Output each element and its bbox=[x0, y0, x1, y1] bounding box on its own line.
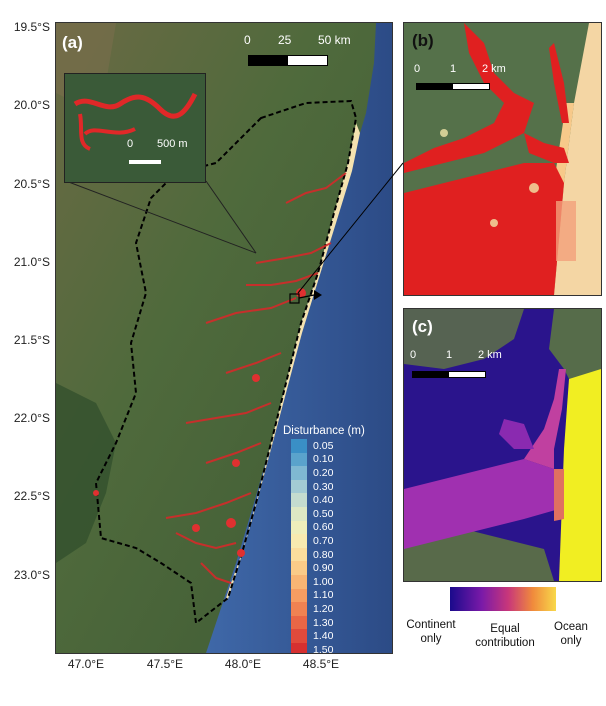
inset-scale-bar bbox=[129, 160, 161, 164]
legend-entry: 0.90 bbox=[291, 561, 365, 575]
legend-swatch bbox=[291, 547, 307, 562]
lat-label-6: 22.0°S bbox=[13, 411, 50, 425]
legend-value: 0.40 bbox=[313, 494, 334, 507]
lat-label-1: 19.5°S bbox=[13, 20, 50, 34]
panel-a-map bbox=[56, 23, 392, 653]
panel-c-frame: (c) 0 1 2 km bbox=[403, 308, 602, 582]
lat-label-4: 21.0°S bbox=[13, 255, 50, 269]
scale-a-tick-1: 25 bbox=[278, 33, 292, 47]
scale-b-tick-1: 1 bbox=[450, 63, 457, 75]
inset-scale-zero: 0 bbox=[127, 138, 134, 150]
legend-entry: 1.20 bbox=[291, 602, 365, 616]
scale-b-bar bbox=[416, 83, 490, 90]
legend-swatch bbox=[291, 574, 307, 589]
scale-c-tick-0: 0 bbox=[410, 349, 417, 361]
lon-label-3: 48.0°E bbox=[224, 657, 262, 671]
legend-value: 0.70 bbox=[313, 534, 334, 547]
legend-entry: 1.40 bbox=[291, 629, 365, 643]
legend-value: 0.10 bbox=[313, 453, 334, 466]
legend-swatch bbox=[291, 520, 307, 535]
disturbance-legend: Disturbance (m) 0.05 0.10 0.20 0.30 0.40 0.50… bbox=[283, 425, 365, 654]
lat-label-7: 22.5°S bbox=[13, 489, 50, 503]
scale-c-tick-2: 2 km bbox=[478, 349, 502, 361]
panel-c-label: (c) bbox=[412, 317, 433, 336]
scale-b-tick-0: 0 bbox=[414, 63, 421, 75]
legend-swatch bbox=[291, 466, 307, 480]
legend-entry: 0.05 bbox=[291, 439, 365, 453]
legend-entry: 0.60 bbox=[291, 520, 365, 535]
legend-value: 1.20 bbox=[313, 602, 334, 615]
panel-a-frame: 0 500 m (a) 0 25 50 km Disturbance (m) 0… bbox=[55, 22, 393, 654]
inset-scale-label: 500 m bbox=[157, 138, 188, 150]
panel-b-label: (b) bbox=[412, 31, 434, 50]
legend-swatch bbox=[291, 615, 307, 630]
lon-label-1: 47.0°E bbox=[67, 657, 105, 671]
legend-value: 0.90 bbox=[313, 562, 334, 575]
scale-b-tick-2: 2 km bbox=[482, 63, 506, 75]
legend-entry: 0.70 bbox=[291, 534, 365, 548]
legend-title: Disturbance (m) bbox=[283, 425, 365, 437]
inset-map: 0 500 m bbox=[64, 73, 206, 183]
legend-swatch bbox=[291, 561, 307, 575]
panel-b-frame: (b) 0 1 2 km bbox=[403, 22, 602, 296]
legend-swatch bbox=[291, 452, 307, 467]
legend-entry: 0.10 bbox=[291, 452, 365, 467]
legend-swatch bbox=[291, 506, 307, 521]
panel-a-label: (a) bbox=[62, 33, 83, 52]
legend-value: 0.30 bbox=[313, 480, 334, 493]
legend-entry: 1.10 bbox=[291, 588, 365, 603]
contribution-colorbar bbox=[450, 587, 556, 611]
legend-value: 0.80 bbox=[313, 548, 334, 561]
lon-label-4: 48.5°E bbox=[302, 657, 340, 671]
legend-entry: 0.80 bbox=[291, 547, 365, 562]
legend-value: 1.30 bbox=[313, 616, 334, 629]
legend-swatch bbox=[291, 493, 307, 507]
legend-value: 0.20 bbox=[313, 466, 334, 479]
legend-entry: 0.20 bbox=[291, 466, 365, 480]
lat-label-3: 20.5°S bbox=[13, 177, 50, 191]
colorbar-label-ocean: Ocean only bbox=[554, 621, 588, 647]
legend-value: 1.50 bbox=[313, 643, 334, 654]
scale-c-bar bbox=[412, 371, 486, 378]
legend-entry: 1.00 bbox=[291, 574, 365, 589]
scale-a-bar bbox=[248, 55, 328, 66]
legend-value: 1.40 bbox=[313, 630, 334, 643]
legend-swatch bbox=[291, 439, 307, 453]
scale-c-tick-1: 1 bbox=[446, 349, 453, 361]
legend-entry: 0.30 bbox=[291, 479, 365, 494]
legend-entry: 0.40 bbox=[291, 493, 365, 507]
legend-entry: 1.50 bbox=[291, 642, 365, 654]
legend-entry: 0.50 bbox=[291, 506, 365, 521]
lat-label-2: 20.0°S bbox=[13, 98, 50, 112]
legend-swatch bbox=[291, 479, 307, 494]
scale-a-tick-0: 0 bbox=[244, 33, 251, 47]
legend-entry: 1.30 bbox=[291, 615, 365, 630]
scale-a-tick-2: 50 km bbox=[318, 33, 351, 47]
legend-value: 0.50 bbox=[313, 507, 334, 520]
legend-swatch bbox=[291, 642, 307, 653]
legend-value: 1.10 bbox=[313, 589, 334, 602]
lon-label-2: 47.5°E bbox=[146, 657, 184, 671]
legend-value: 0.05 bbox=[313, 439, 334, 452]
lat-label-5: 21.5°S bbox=[13, 333, 50, 347]
legend-value: 1.00 bbox=[313, 575, 334, 588]
legend-swatch bbox=[291, 602, 307, 616]
colorbar-label-continent: Continent only bbox=[406, 619, 456, 645]
lat-label-8: 23.0°S bbox=[13, 568, 50, 582]
colorbar-label-equal: Equal contribution bbox=[475, 623, 535, 649]
legend-swatch bbox=[291, 588, 307, 603]
legend-value: 0.60 bbox=[313, 521, 334, 534]
legend-swatch bbox=[291, 629, 307, 643]
legend-swatch bbox=[291, 534, 307, 548]
